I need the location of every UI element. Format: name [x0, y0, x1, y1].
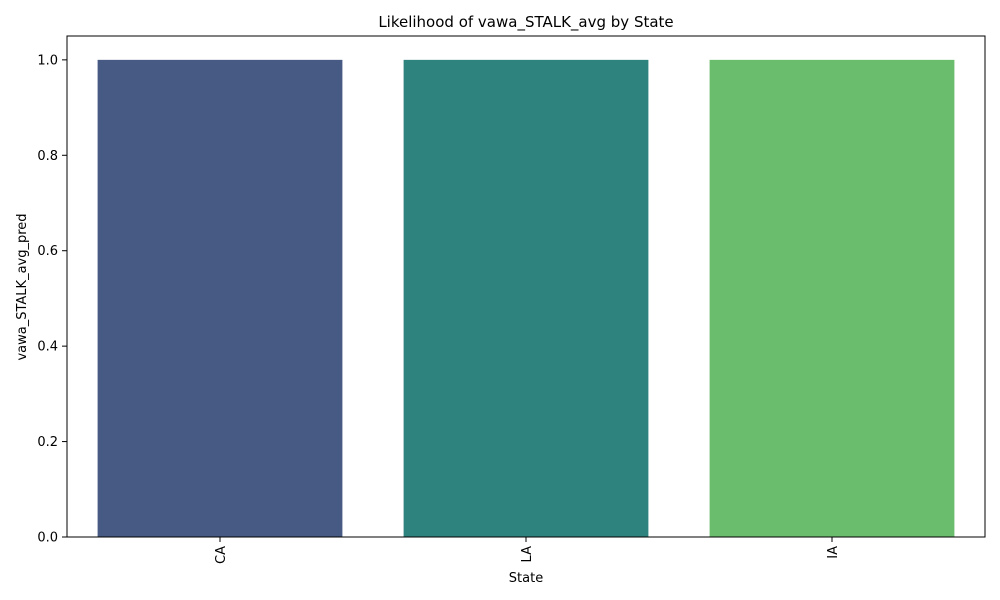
y-tick-label: 0.6 [37, 244, 58, 259]
x-tick-label: LA [520, 546, 535, 563]
y-tick-label: 0.0 [37, 531, 58, 546]
y-tick-label: 1.0 [37, 53, 58, 68]
bar-ia [709, 59, 955, 538]
y-axis-label: vawa_STALK_avg_pred [15, 213, 30, 360]
y-axis: 0.0 0.2 0.4 0.6 0.8 1.0 [37, 53, 67, 546]
bar-ca [97, 59, 343, 538]
bars-group [97, 59, 955, 538]
x-axis-label: State [509, 571, 543, 586]
plot-frame [66, 35, 986, 538]
chart-title: Likelihood of vawa_STALK_avg by State [378, 13, 673, 32]
y-tick-label: 0.8 [37, 149, 58, 164]
x-tick-label: CA [214, 546, 229, 564]
y-tick-label: 0.2 [37, 435, 58, 450]
y-tick-label: 0.4 [37, 340, 58, 355]
x-tick-label: IA [826, 546, 841, 559]
bar-la [403, 59, 649, 538]
x-axis: CA LA IA [214, 537, 841, 564]
